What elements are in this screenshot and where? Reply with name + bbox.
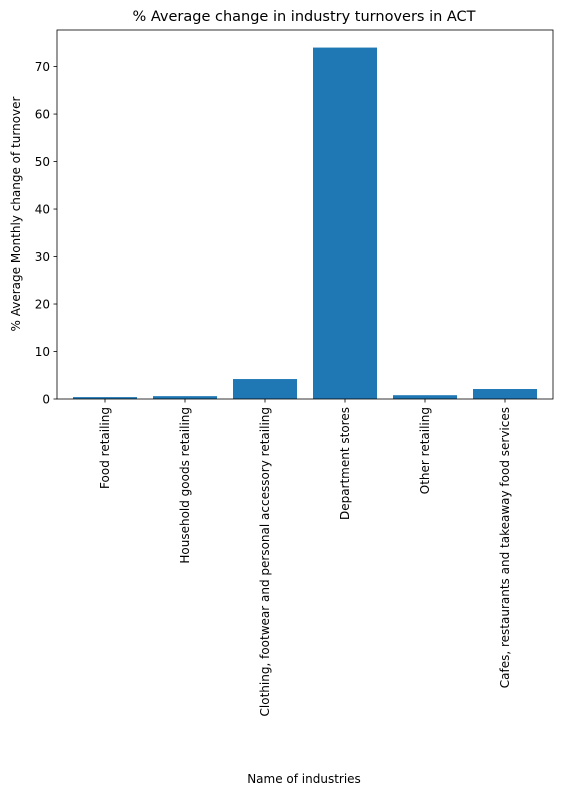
y-tick-label: 30 [35,250,50,264]
x-tick-label: Food retailing [98,407,112,489]
x-tick-label: Department stores [338,407,352,520]
bar-3 [313,47,377,399]
x-tick-label: Cafes, restaurants and takeaway food ser… [498,407,512,688]
y-tick-label: 40 [35,202,50,216]
y-tick-label: 60 [35,107,50,121]
y-axis: 0 10 20 30 40 50 60 70 [35,60,57,406]
bar-4 [393,395,457,399]
y-tick-label: 10 [35,345,50,359]
bar-0 [73,397,137,399]
y-tick-label: 20 [35,297,50,311]
bars-layer [73,47,537,399]
bar-2 [233,379,297,399]
plot-frame [56,29,554,400]
chart-title: % Average change in industry turnovers i… [132,9,475,25]
x-tick-label: Other retailing [418,407,432,494]
y-axis-label: % Average Monthly change of turnover [9,96,23,331]
x-axis-label: Name of industries [247,772,361,786]
y-tick-label: 0 [42,392,50,406]
x-axis: Food retailing Household goods retailing C… [98,399,512,716]
x-tick-label: Household goods retailing [178,407,192,564]
bar-5 [473,389,537,399]
bar-1 [153,396,217,399]
y-tick-label: 70 [35,60,50,74]
y-tick-label: 50 [35,155,50,169]
x-tick-label: Clothing, footwear and personal accessor… [258,407,272,716]
